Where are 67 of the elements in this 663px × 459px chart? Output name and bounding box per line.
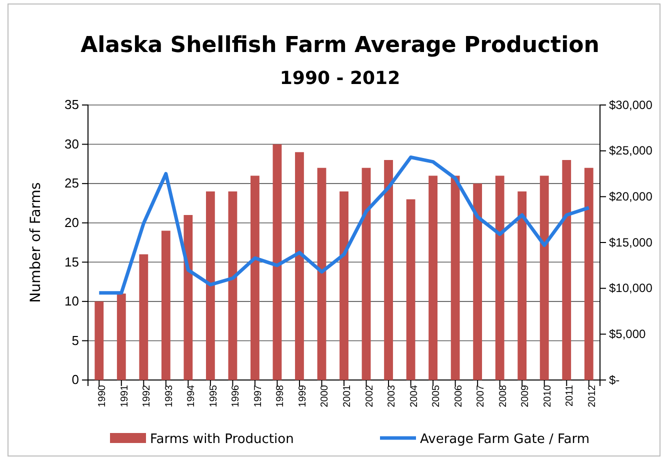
x-tick-label: 1992 [142,384,153,408]
y-tick-label: 15 [64,254,79,270]
bar [540,176,549,380]
chart-title: Alaska Shellfish Farm Average Production [80,33,600,58]
x-tick-label: 2003 [386,384,398,408]
bar [94,301,104,380]
bar [473,184,482,380]
y2-tick-label: $15,000 [609,235,653,250]
bar [206,191,215,380]
x-tick-label: 2008 [498,384,509,408]
bar [340,191,348,380]
x-tick-label: 2001 [342,384,353,408]
x-tick-label: 1997 [252,384,264,408]
x-tick-label: 2004 [408,384,420,408]
x-tick-label: 2010 [542,384,554,408]
y2-tick-label: $20,000 [609,190,653,204]
bar [495,176,504,380]
y-tick-label: 10 [64,294,79,309]
bar [518,191,527,380]
x-tick-label: 2007 [476,384,487,408]
bar [584,168,594,380]
x-tick-label: 1991 [119,384,130,408]
y-tick-label: 20 [64,215,79,230]
bar [139,254,148,380]
bar [428,176,438,380]
x-tick-label: 2006 [453,384,464,408]
x-tick-label: 1995 [208,384,220,408]
y-tick-label: 30 [64,136,79,152]
x-tick-label: 1999 [297,384,308,408]
x-tick-label: 1996 [230,384,242,408]
y2-tick-label: $- [609,372,620,387]
y2-tick-label: $5,000 [609,327,646,342]
x-tick-label: 2011 [564,384,576,407]
bar [295,152,304,380]
legend-label: Farms with Production [150,432,294,447]
bar [562,160,572,380]
x-tick-label: 1998 [275,384,286,408]
x-tick-label: 2012 [586,384,598,408]
y2-tick-label: $30,000 [609,98,653,112]
bar [384,160,393,380]
line-series [97,156,591,295]
y-tick-label: 35 [64,97,79,112]
bar [228,191,238,380]
x-tick-label: 1993 [164,384,175,408]
bar [317,168,326,380]
bar [116,294,126,380]
bar [184,215,193,380]
y2-tick-label: $25,000 [609,144,653,158]
x-tick-label: 1994 [186,384,198,408]
bar [161,230,170,380]
x-tick-label: 2002 [364,384,376,408]
legend-label: Average Farm Gate / Farm [420,432,590,447]
bar [362,168,371,380]
y-tick-label: 5 [72,332,79,348]
y-tick-label: 25 [64,176,79,191]
chart-subtitle: 1990 - 2012 [280,68,400,89]
x-tick-label: 2009 [520,384,532,408]
y-tick-label: 0 [72,372,79,388]
bar [406,199,416,380]
bar [450,176,460,380]
bar [250,176,260,380]
y-axis-title: Number of Farms [28,182,44,303]
x-tick-label: 2005 [431,384,442,408]
x-tick-label: 2000 [320,384,331,408]
bar [272,144,282,380]
y2-tick-label: $10,000 [609,281,653,296]
x-tick-label: 1990 [97,384,108,408]
